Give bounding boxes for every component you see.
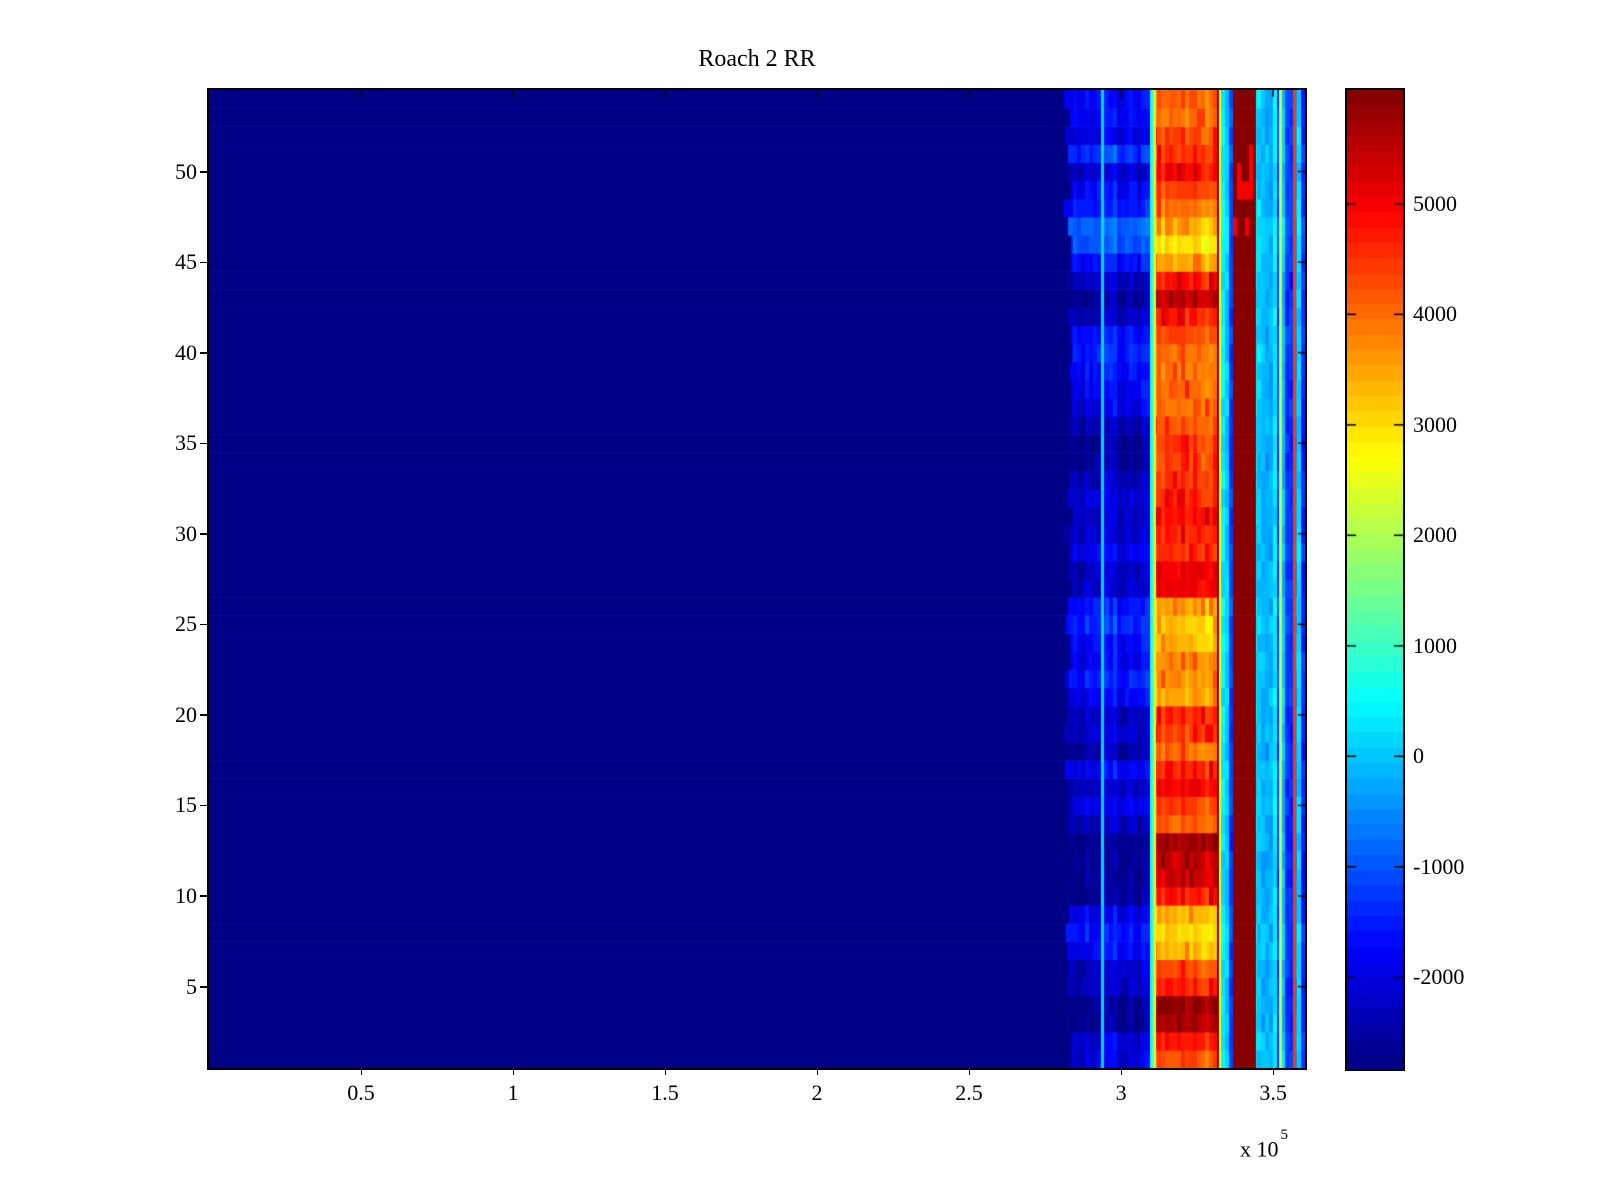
- x-tick-mark: [968, 1068, 971, 1075]
- x-tick-label: 2.5: [955, 1080, 983, 1105]
- x-tick-label: 1.5: [651, 1080, 679, 1105]
- y-tick-mark: [200, 895, 207, 897]
- chart-title: Roach 2 RR: [698, 46, 816, 72]
- colorbar-tick-label: -1000: [1413, 853, 1465, 879]
- y-tick-label: 5: [186, 973, 197, 999]
- y-tick-mark: [200, 804, 207, 807]
- y-tick-label: 40: [175, 339, 197, 365]
- colorbar: [1345, 88, 1405, 1071]
- y-tick-mark: [200, 352, 207, 354]
- x-tick-label: 3: [1115, 1080, 1127, 1105]
- y-tick-mark: [200, 442, 207, 445]
- x-axis-exponent-power: 5: [1280, 1127, 1289, 1143]
- x-tick-mark: [816, 1068, 819, 1075]
- colorbar-tick-label: 4000: [1413, 301, 1457, 327]
- y-tick-label: 45: [175, 249, 197, 275]
- y-tick-mark: [200, 714, 207, 716]
- y-tick-mark: [200, 986, 207, 988]
- x-tick-mark: [1272, 1068, 1275, 1075]
- plot-area: [207, 88, 1307, 1070]
- colorbar-tick-label: 1000: [1413, 632, 1457, 658]
- x-tick-mark: [664, 1068, 667, 1075]
- x-axis-exponent-prefix: x 10: [1240, 1136, 1279, 1162]
- x-tick-label: 3.5: [1259, 1080, 1287, 1105]
- y-tick-mark: [200, 533, 207, 535]
- heatmap-canvas: [209, 90, 1305, 1068]
- colorbar-tick-label: 3000: [1413, 411, 1457, 437]
- y-tick-label: 30: [175, 520, 197, 546]
- x-tick-mark: [512, 1068, 515, 1075]
- y-tick-label: 35: [175, 430, 197, 456]
- y-tick-label: 20: [175, 701, 197, 727]
- y-tick-mark: [200, 171, 207, 173]
- x-axis-exponent: x 105: [1240, 1127, 1288, 1162]
- y-tick-label: 25: [175, 611, 197, 637]
- x-tick-mark: [1120, 1068, 1123, 1075]
- colorbar-canvas: [1347, 90, 1403, 1069]
- y-tick-label: 50: [175, 158, 197, 184]
- y-tick-label: 10: [175, 882, 197, 908]
- y-tick-mark: [200, 623, 207, 626]
- colorbar-tick-label: -2000: [1413, 964, 1465, 990]
- colorbar-tick-label: 0: [1413, 743, 1424, 769]
- x-tick-label: 2: [811, 1080, 823, 1105]
- y-tick-label: 15: [175, 792, 197, 818]
- colorbar-tick-label: 2000: [1413, 522, 1457, 548]
- x-tick-mark: [360, 1068, 362, 1075]
- x-tick-label: 1: [507, 1080, 519, 1105]
- colorbar-tick-label: 5000: [1413, 190, 1457, 216]
- x-tick-label: 0.5: [347, 1080, 375, 1105]
- y-tick-mark: [200, 261, 207, 264]
